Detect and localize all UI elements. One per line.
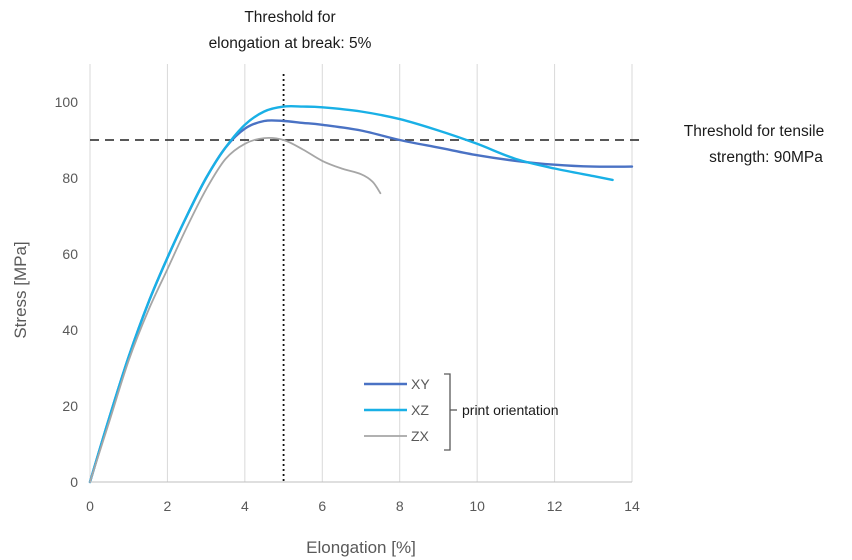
x-tick-label: 0 [86,498,94,514]
series-layer [88,104,634,484]
x-tick-label: 6 [318,498,326,514]
series-line-zx [89,136,382,483]
y-tick-label: 40 [62,322,78,338]
tensile-threshold-label-line1: Threshold for tensile [684,123,824,140]
x-tick-label: 12 [547,498,563,514]
x-axis-title: Elongation [%] [306,538,416,557]
legend-label-xz: XZ [411,402,429,418]
legend-label-zx: ZX [411,428,430,444]
series-line-xz [88,104,614,484]
y-tick-label: 100 [55,94,79,110]
reference-lines [90,74,640,482]
y-tick-label: 0 [70,474,78,490]
y-tick-label: 20 [62,398,78,414]
elongation-threshold-label-line2: elongation at break: 5% [209,35,372,52]
x-tick-label: 4 [241,498,249,514]
grid-layer [89,64,633,482]
y-tick-label: 60 [62,246,78,262]
legend-group-label: print orientation [462,402,559,418]
axis-layer: 0 2 4 6 8 10 12 14 0 20 40 60 80 100 [55,94,640,514]
legend-label-xy: XY [411,376,430,392]
x-tick-label: 10 [469,498,485,514]
x-tick-label: 14 [624,498,640,514]
x-tick-label: 2 [164,498,172,514]
legend: XY XZ ZX print orientation [364,373,559,451]
x-tick-label: 8 [396,498,404,514]
y-tick-label: 80 [62,170,78,186]
legend-bracket [444,373,451,451]
y-axis-title: Stress [MPa] [11,241,30,338]
tensile-threshold-label-line2: strength: 90MPa [709,149,823,166]
elongation-threshold-label-line1: Threshold for [244,9,335,26]
